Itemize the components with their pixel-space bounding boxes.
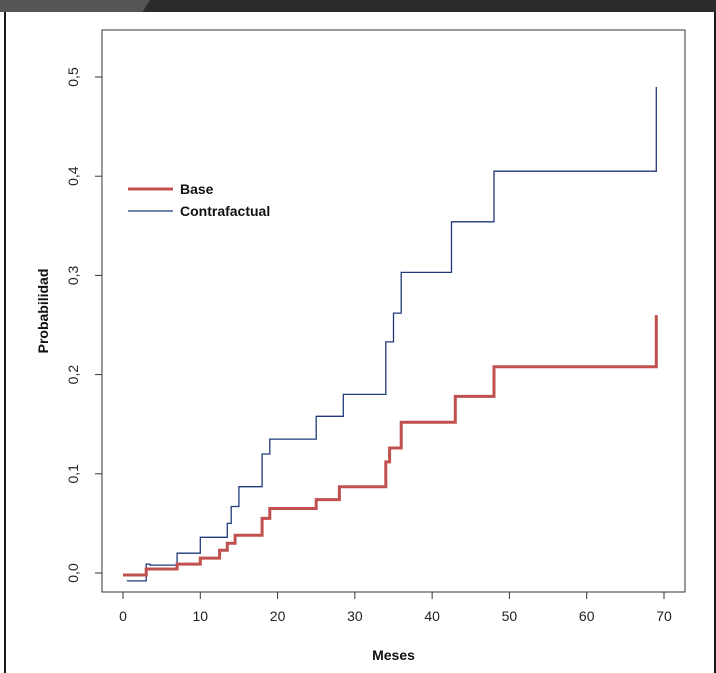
x-tick-label: 40 [424,608,440,624]
x-tick-label: 60 [579,608,595,624]
y-tick-label: 0,4 [65,166,81,186]
legend: Base Contrafactual [128,181,270,219]
series-line-contrafactual [126,86,657,582]
series-line-base [123,315,658,577]
x-tick-label: 0 [119,608,127,624]
y-axis-title: Probabilidad [35,269,51,354]
x-axis: 0 10 20 30 40 50 60 70 [119,592,672,624]
x-axis-title: Meses [372,647,415,663]
y-tick-label: 0,2 [65,365,81,385]
y-axis: 0,0 0,1 0,2 0,3 0,4 0,5 [65,67,102,583]
legend-label-contrafactual: Contrafactual [180,203,270,219]
y-tick-label: 0,3 [65,265,81,285]
top-banner-notch [0,0,150,12]
y-tick-label: 0,0 [65,563,81,583]
x-tick-label: 70 [656,608,672,624]
y-tick-label: 0,1 [65,464,81,484]
x-tick-label: 50 [502,608,518,624]
chart-frame [4,12,716,673]
legend-label-base: Base [180,181,214,197]
series-layer [123,86,658,582]
plot-area [101,29,686,593]
x-tick-label: 20 [270,608,286,624]
x-tick-label: 30 [347,608,363,624]
top-banner [0,0,716,12]
x-tick-label: 10 [192,608,208,624]
y-tick-label: 0,5 [65,67,81,87]
